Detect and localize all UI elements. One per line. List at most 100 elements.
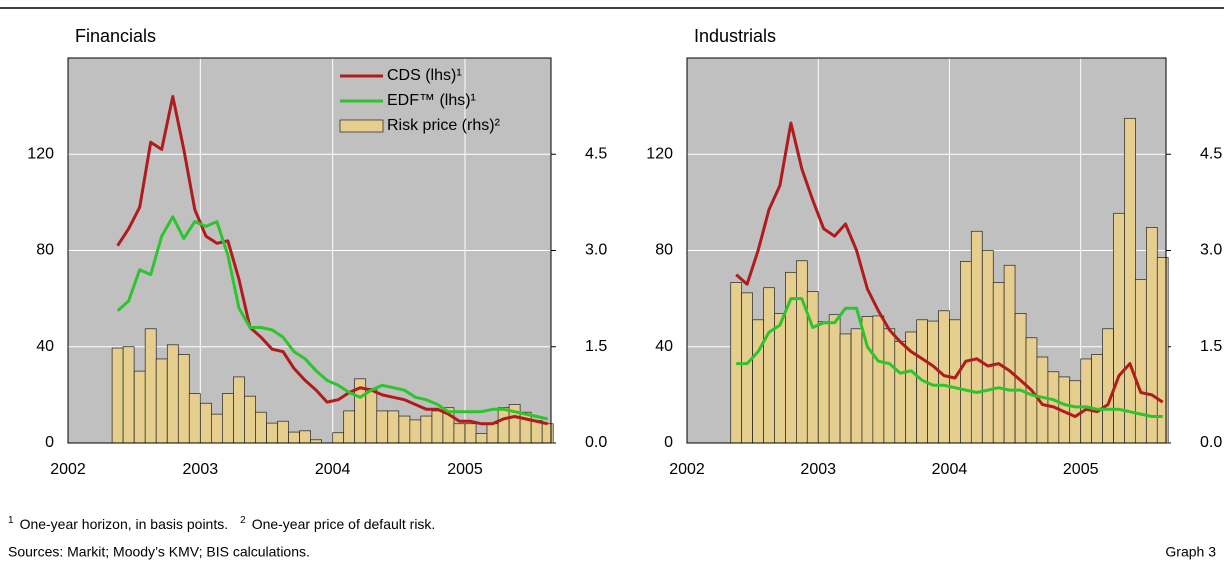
bar (343, 410, 356, 444)
bar (431, 410, 444, 444)
bar (211, 413, 223, 444)
bar (774, 313, 786, 444)
y2-tick-label: 0.0 (1200, 434, 1222, 451)
bar (376, 410, 389, 444)
panel-title: Industrials (694, 26, 776, 46)
bar (453, 423, 466, 444)
y-tick-label: 0 (664, 434, 673, 451)
bar (200, 402, 212, 444)
bar (365, 388, 378, 444)
bar (796, 260, 808, 444)
y-tick-label: 0 (45, 434, 54, 451)
bar (850, 328, 863, 444)
plot-frame (67, 57, 552, 444)
bar (266, 422, 278, 444)
legend-label: Risk price (rhs)² (387, 117, 501, 134)
bar (1003, 264, 1016, 444)
y-tick-label: 120 (646, 145, 673, 162)
bar (530, 420, 543, 444)
bar (255, 411, 267, 444)
bar (133, 370, 146, 444)
bar (288, 431, 300, 444)
bar (1091, 354, 1103, 444)
line (116, 215, 549, 421)
bar (817, 321, 830, 444)
bar (166, 344, 179, 444)
panel-title: Financials (75, 26, 156, 46)
x-tick-label: 2004 (315, 461, 351, 478)
graph-label: Graph 3 (1165, 544, 1216, 560)
bar (420, 415, 433, 444)
bar (970, 230, 983, 444)
bar (1134, 279, 1147, 444)
footnote-mark: 1 (8, 515, 14, 526)
bar (541, 423, 554, 444)
bar (299, 430, 311, 444)
bar (497, 407, 510, 444)
sources: Sources: Markit; Moody’s KMV; BIS calcul… (8, 544, 310, 560)
legend-label: CDS (lhs)¹ (387, 67, 462, 84)
x-tick-label: 2003 (800, 461, 836, 478)
bar (122, 346, 135, 444)
y2-tick-label: 3.0 (585, 242, 607, 259)
bar (872, 315, 885, 444)
bar (111, 347, 124, 444)
y2-tick-label: 1.5 (1200, 338, 1222, 355)
bar (1102, 328, 1114, 444)
footnote-text: One-year price of default risk. (252, 516, 436, 532)
x-tick-label: 2005 (447, 461, 483, 478)
bar (839, 333, 852, 444)
bar (960, 261, 972, 444)
bar (1146, 227, 1158, 444)
bar (233, 376, 245, 444)
bar (486, 423, 499, 444)
plot-frame (686, 57, 1167, 444)
footnotes: 1 One-year horizon, in basis points. 2 One-… (8, 515, 435, 532)
bar (883, 328, 896, 444)
bar (1124, 117, 1136, 444)
bar (752, 319, 764, 444)
y-tick-label: 80 (655, 242, 673, 259)
y-tick-label: 120 (27, 145, 54, 162)
bar (277, 420, 289, 444)
x-tick-label: 2003 (183, 461, 219, 478)
y2-tick-label: 3.0 (1200, 242, 1222, 259)
bar (177, 354, 190, 444)
line (736, 297, 1163, 418)
bar (981, 250, 994, 444)
bar (144, 328, 157, 444)
y2-tick-label: 1.5 (585, 338, 607, 355)
footnote-text: One-year horizon, in basis points. (20, 516, 229, 532)
bar (244, 395, 256, 444)
bar (475, 433, 488, 444)
bar (464, 423, 477, 444)
bar (1069, 380, 1082, 444)
x-tick-label: 2005 (1063, 461, 1099, 478)
footnote-mark: 2 (240, 515, 246, 526)
x-tick-label: 2002 (669, 461, 705, 478)
bar (741, 292, 753, 444)
bar (188, 393, 201, 444)
bar (1080, 358, 1093, 444)
bar (398, 415, 411, 444)
line (116, 95, 549, 426)
bar (409, 419, 422, 444)
y-tick-label: 40 (655, 338, 673, 355)
bar (332, 432, 345, 444)
y-tick-label: 40 (36, 338, 54, 355)
bar (221, 393, 234, 444)
y2-tick-label: 0.0 (585, 434, 607, 451)
bar (155, 358, 168, 444)
bar (894, 341, 907, 444)
x-tick-label: 2004 (932, 461, 968, 478)
line (735, 121, 1164, 418)
legend-label: EDF™ (lhs)¹ (387, 92, 476, 109)
y-tick-label: 80 (36, 242, 54, 259)
bar (763, 287, 775, 444)
y2-tick-label: 4.5 (1200, 145, 1222, 162)
x-tick-label: 2002 (50, 461, 86, 478)
legend-swatch (339, 119, 384, 133)
bar (828, 314, 841, 444)
